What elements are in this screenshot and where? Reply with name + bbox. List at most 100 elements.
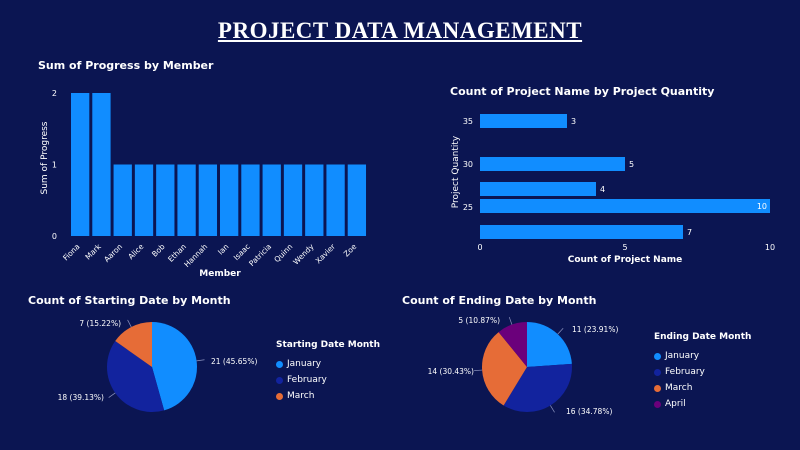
data-label: 10 <box>757 202 767 211</box>
progress-chart-title: Sum of Progress by Member <box>38 59 214 72</box>
bar <box>262 164 281 236</box>
pie-slice <box>152 322 198 411</box>
leader-line <box>557 328 564 335</box>
starting-legend-title: Starting Date Month <box>276 340 381 350</box>
data-label: 18 (39.13%) <box>58 393 104 402</box>
legend-label: March <box>665 383 693 393</box>
legend-dot-icon <box>654 384 661 392</box>
y-tick-label: 0 <box>52 232 57 241</box>
x-tick-label: Fiona <box>61 242 81 262</box>
data-label: 5 (10.87%) <box>458 316 500 325</box>
legend-label: January <box>287 359 322 369</box>
leader-line <box>508 316 513 325</box>
data-label: 4 <box>600 185 605 194</box>
data-label: 5 <box>629 160 634 169</box>
x-tick-label: Bob <box>150 242 167 259</box>
ending-legend-item[interactable]: March <box>654 380 751 396</box>
leader-line <box>550 405 555 413</box>
x-axis-title: Member <box>199 269 241 279</box>
data-label: 11 (23.91%) <box>572 325 618 334</box>
x-axis-title: Count of Project Name <box>568 255 683 265</box>
bar <box>480 182 596 196</box>
x-tick-label: 10 <box>765 243 775 252</box>
x-tick-label: 0 <box>477 243 482 252</box>
ending-chart-title: Count of Ending Date by Month <box>402 294 597 307</box>
legend-dot-icon <box>654 368 661 376</box>
x-tick-label: Mark <box>83 242 103 262</box>
starting-legend-item[interactable]: March <box>276 388 380 404</box>
ending-legend-item[interactable]: February <box>654 364 751 380</box>
legend-label: April <box>665 399 686 409</box>
bar <box>113 164 132 236</box>
x-tick-label: 5 <box>622 243 627 252</box>
y-tick-label: 35 <box>463 117 473 126</box>
ending-legend-item[interactable]: April <box>654 396 751 412</box>
starting-chart-title: Count of Starting Date by Month <box>28 294 231 307</box>
ending-legend-title: Ending Date Month <box>654 332 752 342</box>
bar <box>177 164 196 236</box>
legend-dot-icon <box>654 400 661 408</box>
bar <box>283 164 303 236</box>
x-tick-label: Alice <box>126 242 145 261</box>
leader-line <box>127 319 132 328</box>
x-tick-label: Patricia <box>247 242 273 268</box>
bar <box>156 164 175 236</box>
pie-slice <box>106 341 165 412</box>
legend-dot-icon <box>276 360 283 368</box>
legend-dot-icon <box>276 376 283 384</box>
data-label: 16 (34.78%) <box>566 407 612 416</box>
legend-label: January <box>665 351 700 361</box>
page-title: PROJECT DATA MANAGEMENT <box>217 18 583 43</box>
data-label: 21 (45.65%) <box>211 357 257 366</box>
data-label: 7 <box>687 228 692 237</box>
leader-line <box>108 392 116 398</box>
bar <box>347 164 367 236</box>
bar <box>480 114 567 128</box>
legend-label: February <box>287 375 327 385</box>
data-label: 7 (15.22%) <box>79 319 121 328</box>
leader-line <box>196 359 205 362</box>
bar <box>241 164 260 236</box>
bar <box>480 225 683 239</box>
starting-legend: Starting Date Month January February Mar… <box>276 340 380 404</box>
pie-slice <box>482 332 527 406</box>
data-label: 3 <box>571 117 576 126</box>
data-label: 14 (30.43%) <box>428 367 474 376</box>
bar <box>71 93 90 236</box>
bar <box>326 164 345 236</box>
bar <box>198 164 218 236</box>
quantity-chart-title: Count of Project Name by Project Quantit… <box>450 85 715 98</box>
ending-legend: Ending Date Month January February March… <box>654 332 751 412</box>
bar <box>134 164 154 236</box>
x-tick-label: Aaron <box>102 242 124 264</box>
legend-label: February <box>665 367 705 377</box>
y-axis-title: Sum of Progress <box>40 121 50 194</box>
ending-legend-item[interactable]: January <box>654 348 751 364</box>
pie-slice <box>115 322 152 367</box>
bar <box>480 199 770 213</box>
bar <box>220 164 239 236</box>
x-tick-label: Zoe <box>342 242 359 259</box>
legend-dot-icon <box>654 352 661 360</box>
bar <box>92 93 111 236</box>
y-tick-label: 25 <box>463 203 473 212</box>
pie-slice <box>498 322 527 367</box>
x-tick-label: Hannah <box>182 242 209 269</box>
y-tick-label: 30 <box>463 160 473 169</box>
leader-line <box>474 369 483 371</box>
pie-slice <box>503 363 572 412</box>
starting-legend-item[interactable]: February <box>276 372 380 388</box>
x-tick-label: Xavier <box>314 241 338 265</box>
y-tick-label: 1 <box>52 161 57 170</box>
starting-legend-item[interactable]: January <box>276 356 380 372</box>
y-tick-label: 2 <box>52 89 57 98</box>
legend-label: March <box>287 391 315 401</box>
legend-dot-icon <box>276 392 283 400</box>
bar <box>480 157 625 171</box>
y-axis-title: Project Quantity <box>451 135 461 208</box>
x-tick-label: Ian <box>216 242 231 257</box>
x-tick-label: Wendy <box>291 242 316 267</box>
bar <box>305 164 324 236</box>
pie-slice <box>527 322 572 367</box>
